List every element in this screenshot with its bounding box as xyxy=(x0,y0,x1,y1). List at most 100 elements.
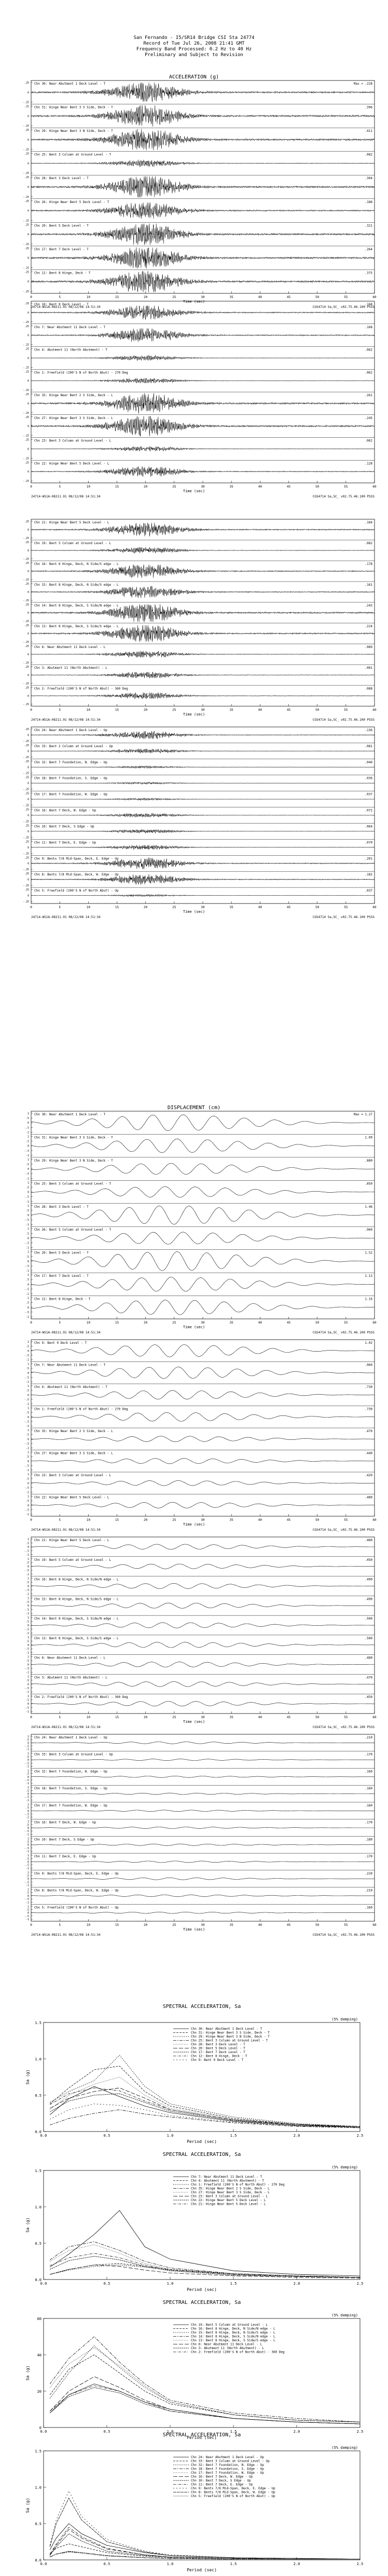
channel-label: Chn 16: Bent 8 Hinge, Deck, N Side/N edg… xyxy=(34,1578,119,1582)
sa-y-tick-label: 1.5 xyxy=(35,2169,41,2173)
y-tick-label: 1 xyxy=(27,1656,29,1659)
x-tick-label: 60 xyxy=(372,1518,377,1522)
sa-series-line xyxy=(50,2093,361,2127)
y-tick-label: 1 xyxy=(27,1889,29,1892)
y-tick-label: -.25 xyxy=(23,149,29,152)
footer-left: 24714-WS1A-08211.01 08/12/08 14:51:34 xyxy=(31,495,101,498)
y-tick-label: 0 xyxy=(27,115,29,118)
sa-y-tick-label: 0.5 xyxy=(35,2094,41,2098)
x-tick-label: 30 xyxy=(201,1518,205,1522)
channel-trace xyxy=(31,522,375,537)
sa-x-tick-label: 0.0 xyxy=(40,2430,47,2434)
spectra-panel: SPECTRAL ACCELERATION, Sa (5% damping) 0.0… xyxy=(25,2004,363,2144)
y-tick-label: .5 xyxy=(26,1640,29,1643)
y-tick-label: -.5 xyxy=(24,1864,29,1867)
y-tick-label: .5 xyxy=(26,1601,29,1604)
y-tick-label: 1 xyxy=(27,1251,29,1254)
peak-value: .960 xyxy=(365,1228,373,1232)
y-tick-label: -1 xyxy=(26,1293,29,1296)
x-tick-label: 15 xyxy=(115,485,119,489)
y-tick-label: .5 xyxy=(26,1302,29,1305)
peak-value: .396 xyxy=(365,106,373,110)
y-tick-label: -1 xyxy=(26,1513,29,1516)
sa-y-label: Sa (g) xyxy=(25,2366,30,2381)
y-tick-label: 0 xyxy=(27,1504,29,1507)
channel-label: Chn 3: Abutment 11 (North Abutment) - L xyxy=(34,666,107,670)
footer-left: 24714-WS1A-08211.01 08/12/08 14:51:34 xyxy=(31,718,101,722)
x-tick-label: 60 xyxy=(372,1923,377,1927)
x-tick-label: 0 xyxy=(30,1321,32,1325)
x-tick-label: 15 xyxy=(115,906,119,909)
y-tick-label: 0 xyxy=(27,1416,29,1419)
y-tick-label: .25 xyxy=(24,520,29,523)
channel-trace xyxy=(31,1139,375,1153)
sa-x-tick-label: 1.0 xyxy=(167,2282,174,2286)
y-tick-label: -1 xyxy=(26,1765,29,1768)
y-tick-label: 1 xyxy=(27,1905,29,1908)
sa-x-tick-label: 2.5 xyxy=(357,2134,364,2138)
y-tick-label: .25 xyxy=(24,416,29,419)
channel-label: Chn 9: Bents 7/8 Mid-Span, Deck, E. Edge… xyxy=(34,857,119,860)
channel-label: Chn 32: Bent 7 Foundation, N. Edge - Up xyxy=(34,761,107,764)
y-tick-label: .25 xyxy=(24,583,29,586)
footer-left: 24714-WS1A-08211.01 08/12/08 14:51:34 xyxy=(31,305,101,309)
channel-label: Chn 27: Hinge Near Bent 3 S Side, Deck -… xyxy=(34,416,113,420)
channel-label: Chn 21: Hinge Near Bent 5 Deck Level - L xyxy=(34,1539,109,1542)
x-tick-label: 30 xyxy=(201,1923,205,1927)
y-tick-label: -.25 xyxy=(23,101,29,104)
y-tick-label: .25 xyxy=(24,840,29,843)
y-tick-label: -.25 xyxy=(23,457,29,460)
y-tick-label: .25 xyxy=(24,624,29,627)
channel-label: Chn 18: Bent 7 Foundation, S. Edge - Up xyxy=(34,1787,107,1790)
y-tick-label: 0 xyxy=(27,1810,29,1813)
sa-frame xyxy=(43,2318,361,2428)
peak-value: .082 xyxy=(365,153,373,157)
y-tick-label: 1 xyxy=(27,1135,29,1138)
channel-label: Chn 30: Near Abutment 1 Deck Level - T xyxy=(34,1113,106,1116)
x-axis-label: Time (sec) xyxy=(183,1720,205,1724)
x-tick-label: 45 xyxy=(287,1716,291,1719)
x-tick-label: 5 xyxy=(59,295,61,299)
y-tick-label: .5 xyxy=(26,1478,29,1481)
channel-label: Chn 5: Freefield (200'S N of North Abut)… xyxy=(34,1906,119,1909)
channel-label: Chn 23: Bent 3 Column at Ground Level - … xyxy=(34,439,111,443)
sa-legend-label: Chn 10: Bent 7 Deck, S Edge - Up xyxy=(191,2479,251,2483)
y-tick-label: -1 xyxy=(26,1901,29,1904)
y-tick-label: 0 xyxy=(27,1604,29,1608)
y-tick-label: .25 xyxy=(24,872,29,875)
peak-value: .160 xyxy=(365,1787,373,1790)
x-tick-label: 15 xyxy=(115,1716,119,1719)
sa-series-line xyxy=(50,2256,361,2278)
y-tick-label: -.5 xyxy=(24,1464,29,1467)
y-tick-label: -.5 xyxy=(24,1762,29,1765)
y-tick-label: 0 xyxy=(27,1214,29,1217)
sa-legend-label: Chn 17: Bent 7 Deck Level - T xyxy=(191,2051,245,2054)
footer-right: CGS4714 Sa,SC_ v02.75.46.100 PSSS xyxy=(313,1725,375,1729)
channel-trace xyxy=(31,1662,375,1667)
y-tick-label: 0 xyxy=(27,1644,29,1647)
sa-legend-label: Chn 16: Bent 8 Hinge, Deck, N Side/N edg… xyxy=(191,2327,275,2331)
station-title: San Fernando - I5/SR14 Bridge CSI Sta 24… xyxy=(133,35,255,41)
peak-value: .243 xyxy=(365,604,373,608)
y-tick-label: 1 xyxy=(27,1297,29,1300)
sa-frame xyxy=(43,2450,361,2560)
channel-label: Chn 16: Bent 7 Deck, W. Edge - Up xyxy=(34,809,96,813)
y-tick-label: .25 xyxy=(24,792,29,795)
x-tick-label: 25 xyxy=(172,485,176,489)
sa-x-tick-label: 2.5 xyxy=(357,2430,364,2434)
channel-trace xyxy=(31,83,375,102)
sa-legend-label: Chn 4: Abutment 11 (North Abutment) - T xyxy=(191,2179,264,2183)
x-tick-label: 20 xyxy=(144,906,148,909)
channel-trace xyxy=(31,446,375,452)
y-tick-label: -.5 xyxy=(24,1376,29,1379)
sa-series-line xyxy=(49,2241,361,2278)
y-tick-label: -1 xyxy=(26,1403,29,1406)
x-tick-label: 30 xyxy=(201,1321,205,1325)
y-tick-label: -1 xyxy=(26,1247,29,1250)
sa-x-label: Period (sec) xyxy=(187,2139,217,2144)
sa-x-tick-label: 1.0 xyxy=(167,2562,174,2566)
y-tick-label: 0 xyxy=(27,750,29,753)
y-tick-label: -.25 xyxy=(23,662,29,665)
channel-label: Chn 19: Bent 5 Column at Ground Level - … xyxy=(34,1558,111,1562)
channel-label: Chn 12: Bent 8 Hinge, Deck - T xyxy=(34,271,91,275)
